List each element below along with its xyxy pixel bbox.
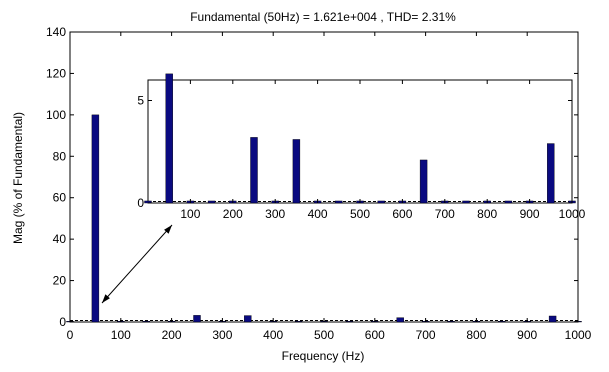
main-bar xyxy=(498,321,506,323)
zoom-arrow xyxy=(101,224,173,304)
main-x-tick-label: 900 xyxy=(517,328,537,342)
main-bar xyxy=(548,315,557,323)
y-axis-label: Mag (% of Fundamental) xyxy=(11,112,25,244)
main-bar xyxy=(142,321,150,323)
inset-bar xyxy=(419,159,428,204)
main-x-tick-label: 600 xyxy=(365,328,385,342)
inset-bar xyxy=(547,143,555,204)
main-x-tick-label: 0 xyxy=(67,328,74,342)
inset-x-tick-label: 900 xyxy=(520,207,540,221)
main-bar xyxy=(396,317,404,323)
main-x-tick-label: 1000 xyxy=(565,328,592,342)
inset-x-tick-label: 300 xyxy=(265,207,285,221)
inset-x-tick-label: 200 xyxy=(223,207,243,221)
inset-bar xyxy=(165,73,173,204)
inset-y-tick-label: 0 xyxy=(137,196,144,210)
main-y-tick-label: 120 xyxy=(46,66,66,80)
inset-plot-area: 100 200 300 400 500 600 700 800 900 1000 0 5 xyxy=(137,73,586,221)
main-y-tick-label: 80 xyxy=(53,149,67,163)
main-bar xyxy=(294,321,303,323)
inset-bar xyxy=(335,200,343,204)
main-x-tick-label: 100 xyxy=(111,328,131,342)
main-y-tick-label: 140 xyxy=(46,25,66,39)
inset-x-tick-label: 1000 xyxy=(559,207,586,221)
main-x-tick-label: 500 xyxy=(314,328,334,342)
inset-bar xyxy=(292,139,301,204)
main-x-tick-label: 200 xyxy=(162,328,182,342)
main-x-tick-label: 400 xyxy=(263,328,283,342)
main-bar xyxy=(345,321,354,323)
inset-plot-frame xyxy=(147,79,573,204)
inset-x-tick-label: 800 xyxy=(477,207,497,221)
main-bar xyxy=(193,315,201,323)
main-bar xyxy=(447,321,455,323)
inset-bar xyxy=(250,137,258,204)
main-y-tick-label: 60 xyxy=(53,191,67,205)
chart-title: Fundamental (50Hz) = 1.621e+004 , THD= 2… xyxy=(190,10,456,24)
main-y-tick-label: 20 xyxy=(53,274,67,288)
main-y-tick-label: 0 xyxy=(59,315,66,329)
inset-bar xyxy=(462,200,470,204)
main-y-tick-label: 40 xyxy=(53,232,67,246)
inset-bar xyxy=(504,200,513,204)
zoom-arrow-line xyxy=(101,224,173,304)
main-y-tick-label: 100 xyxy=(46,108,66,122)
inset-x-tick-label: 400 xyxy=(308,207,328,221)
main-bar xyxy=(91,114,100,323)
inset-x-tick-label: 100 xyxy=(180,207,200,221)
main-bar xyxy=(244,315,252,323)
inset-x-tick-label: 700 xyxy=(435,207,455,221)
main-x-tick-label: 800 xyxy=(466,328,486,342)
inset-bar xyxy=(207,200,216,204)
zoom-arrow-head-bottom xyxy=(102,294,110,303)
x-axis-label: Frequency (Hz) xyxy=(282,349,365,363)
inset-bar xyxy=(377,200,385,204)
main-x-tick-label: 700 xyxy=(416,328,436,342)
inset-y-tick-label: 5 xyxy=(137,94,144,108)
inset-x-tick-label: 500 xyxy=(350,207,370,221)
main-x-tick-label: 300 xyxy=(212,328,232,342)
inset-x-tick-label: 600 xyxy=(392,207,412,221)
zoom-arrow-head-top xyxy=(164,225,172,234)
